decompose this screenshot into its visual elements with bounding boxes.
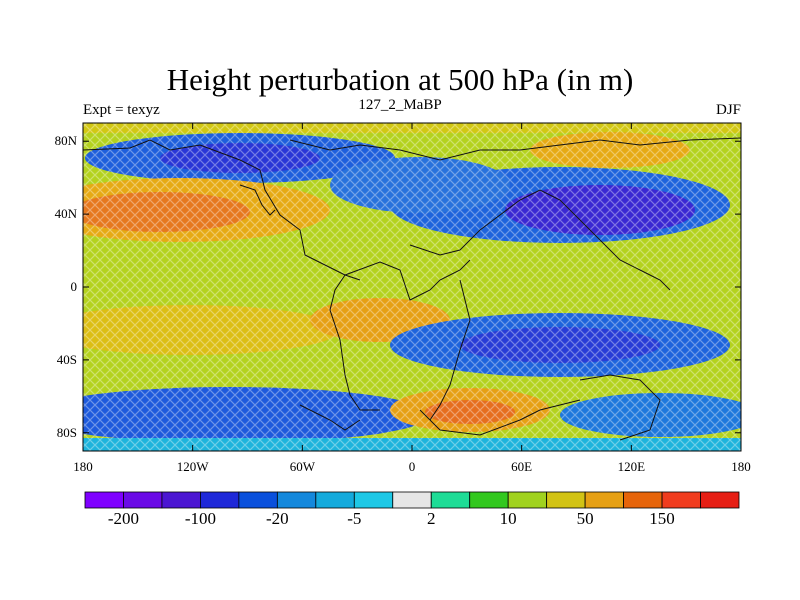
lon-tick-label: 60E	[511, 459, 533, 474]
colorbar-label: -100	[184, 509, 216, 528]
lon-tick-label: 120W	[176, 459, 209, 474]
colorbar-label: 2	[426, 509, 436, 528]
plot-title: Height perturbation at 500 hPa (in m)	[166, 62, 634, 97]
experiment-label: Expt = texyz	[83, 102, 160, 118]
axis-ticks	[82, 123, 742, 451]
run-label: 127_2_MaBP	[358, 97, 442, 113]
colorbar-label: 10	[499, 509, 517, 528]
coastlines	[83, 137, 741, 441]
colorbar-swatch	[469, 491, 509, 509]
colorbar-swatch	[353, 491, 394, 509]
hatch-texture	[83, 123, 741, 451]
colorbar-swatch	[546, 491, 586, 509]
colorbar-label: 150	[649, 509, 675, 528]
colorbar-swatch	[700, 491, 740, 509]
lon-tick-label: 180	[731, 459, 751, 474]
colorbar-swatch	[584, 491, 624, 509]
colorbar-label: -20	[266, 509, 289, 528]
colorbar-swatch	[200, 491, 240, 509]
lat-tick-label: 80N	[54, 133, 77, 149]
colorbar-swatch	[238, 491, 278, 509]
lat-tick-label: 0	[70, 279, 78, 294]
lon-tick-label: 0	[408, 459, 416, 474]
colorbar-swatch	[507, 491, 548, 509]
colorbar-swatch	[123, 491, 163, 509]
colorbar-swatch	[392, 491, 432, 509]
lon-tick-label: 60W	[289, 459, 315, 474]
lon-tick-label: 180	[73, 459, 93, 474]
colorbar-swatch	[276, 491, 317, 509]
colorbar-label: 50	[576, 509, 594, 528]
season-label: DJF	[715, 102, 741, 118]
colorbar-swatch	[315, 491, 355, 509]
colorbar-label: -200	[107, 509, 140, 528]
lat-tick-label: 40N	[54, 206, 77, 222]
colorbar-swatch	[623, 491, 663, 509]
colorbar-swatch	[430, 491, 471, 509]
lat-tick-label: 40S	[56, 351, 77, 367]
colorbar-label: -5	[347, 509, 362, 528]
lat-tick-label: 80S	[56, 424, 77, 440]
lon-tick-label: 120E	[617, 459, 646, 474]
colorbar-swatch	[84, 491, 124, 509]
colorbar-swatch	[661, 491, 701, 509]
colorbar-swatch	[161, 491, 201, 509]
